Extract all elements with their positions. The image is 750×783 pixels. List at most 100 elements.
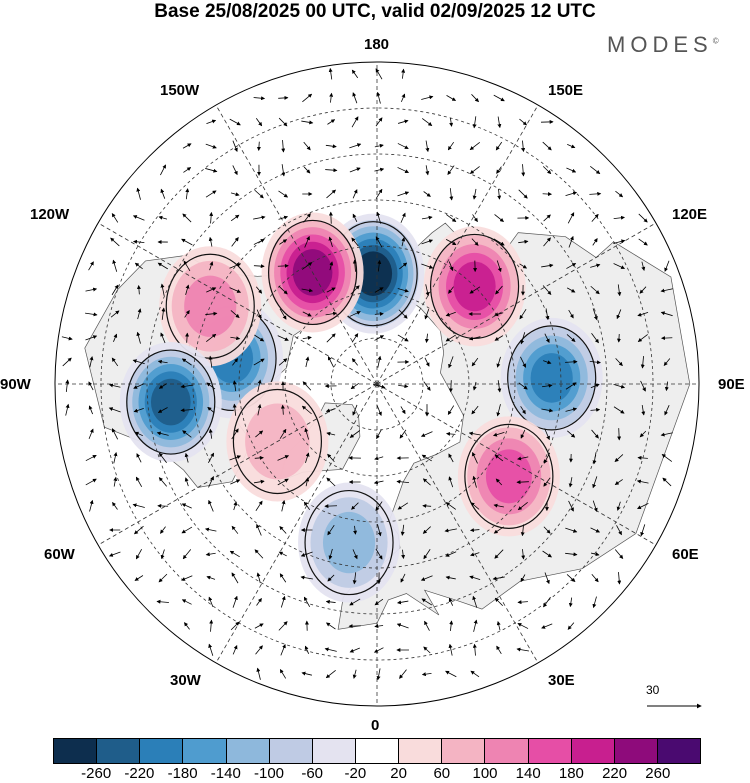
wind-arrow	[637, 455, 648, 460]
wind-arrow	[494, 335, 504, 341]
wind-arrow	[329, 261, 334, 271]
wind-arrow	[542, 141, 552, 151]
wind-arrow	[205, 552, 216, 557]
wind-arrow	[303, 213, 311, 223]
wind-arrow	[421, 215, 433, 220]
wind-arrow	[401, 68, 406, 79]
wind-arrow	[425, 140, 430, 153]
wind-arrow	[615, 190, 624, 198]
wind-arrow	[516, 647, 529, 652]
wind-arrow	[661, 336, 673, 341]
wind-arrow	[520, 356, 526, 368]
wind-arrow	[351, 116, 359, 128]
meridian-line	[376, 383, 539, 664]
wind-arrow	[278, 621, 288, 631]
wind-arrow	[377, 524, 382, 537]
colorbar-swatch	[528, 739, 572, 763]
wind-arrow	[494, 312, 504, 317]
wind-arrow	[160, 332, 166, 344]
wind-arrow	[160, 164, 166, 176]
wind-arrow	[373, 647, 384, 653]
wind-arrow	[590, 527, 601, 533]
geopotential-contour	[126, 349, 216, 455]
wind-arrow	[184, 310, 190, 318]
colorbar-tick-label: -60	[301, 765, 324, 782]
anomaly-contour	[184, 275, 237, 337]
wind-arrow	[158, 477, 168, 487]
wind-arrow	[639, 430, 647, 438]
wind-arrow	[397, 167, 410, 173]
geopotential-contour	[304, 489, 394, 596]
wind-arrow	[351, 237, 359, 247]
wind-arrow	[279, 573, 287, 583]
wind-arrow	[376, 668, 381, 681]
wind-arrow	[255, 645, 263, 655]
wind-arrow	[591, 333, 599, 344]
wind-arrow	[255, 286, 263, 294]
map-title: Base 25/08/2025 00 UTC, valid 02/09/2025…	[154, 1, 596, 22]
wind-arrow	[327, 119, 336, 125]
wind-arrow	[304, 427, 310, 440]
wind-arrow	[208, 236, 213, 247]
wind-arrow	[521, 140, 526, 153]
wind-arrow	[349, 598, 361, 606]
wind-arrow	[421, 672, 432, 677]
wind-arrow	[448, 453, 454, 463]
wind-arrow	[396, 479, 410, 484]
wind-arrow	[206, 333, 217, 343]
lon-label-120w: 120W	[30, 206, 70, 223]
wind-arrow	[253, 479, 265, 484]
wind-arrow	[349, 647, 360, 653]
wind-arrow	[517, 456, 529, 461]
colorbar-swatch	[269, 739, 313, 763]
wind-arrow	[543, 214, 551, 222]
wind-arrow	[301, 405, 312, 415]
wind-arrow	[305, 477, 310, 487]
wind-arrow	[182, 143, 192, 149]
wind-arrow	[110, 310, 120, 318]
wind-arrow	[472, 595, 478, 608]
colorbar-tick-label: 260	[645, 765, 671, 782]
wind-arrow	[664, 381, 669, 392]
wind-arrow	[206, 575, 216, 580]
wind-arrow	[278, 190, 289, 198]
wind-arrow	[256, 309, 262, 319]
wind-arrow	[376, 429, 382, 440]
wind-arrow	[305, 452, 310, 464]
wind-arrow	[304, 645, 310, 654]
wind-arrow	[208, 428, 213, 439]
wind-arrow	[469, 528, 480, 533]
wind-arrow	[253, 358, 265, 366]
wind-arrow	[445, 670, 457, 678]
wind-arrow	[447, 141, 455, 151]
wind-arrow	[420, 431, 433, 437]
wind-arrow	[497, 380, 502, 393]
wind-arrow	[400, 524, 405, 536]
wind-arrow	[88, 381, 94, 391]
wind-arrow	[567, 622, 575, 630]
wind-arrow	[446, 95, 457, 101]
wind-arrow	[470, 552, 480, 557]
wind-arrow	[397, 288, 409, 293]
wind-arrow	[565, 407, 578, 412]
wind-arrow	[568, 309, 574, 319]
wind-arrow	[640, 524, 646, 537]
wind-arrow	[542, 550, 552, 558]
wind-arrow	[374, 143, 384, 148]
wind-arrow	[231, 572, 239, 584]
wind-arrow	[208, 596, 214, 607]
wind-arrow	[493, 526, 504, 534]
lon-label-150e: 150E	[548, 82, 584, 99]
wind-arrow	[449, 620, 454, 631]
wind-arrow	[232, 380, 237, 392]
wind-arrow	[495, 141, 503, 151]
wind-arrow	[449, 117, 454, 127]
wind-arrow	[614, 549, 624, 559]
wind-arrow	[519, 118, 528, 126]
wind-arrow	[256, 572, 261, 584]
wind-arrow	[328, 236, 333, 248]
wind-arrow	[281, 164, 286, 177]
wind-arrow	[543, 237, 551, 247]
wind-arrow	[375, 188, 383, 199]
wind-arrow	[590, 552, 600, 557]
